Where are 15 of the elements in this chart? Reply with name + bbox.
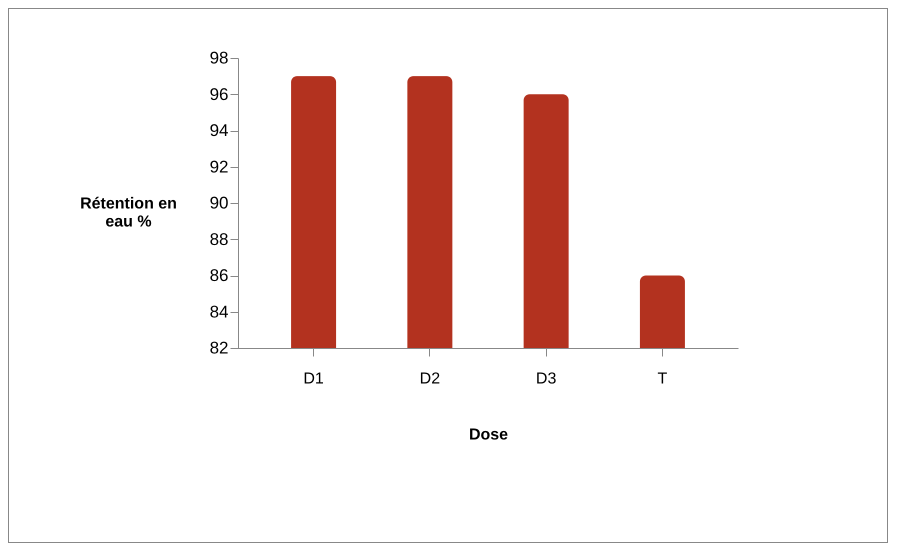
x-tick-label: D2	[420, 370, 440, 388]
x-tick-label: D1	[303, 370, 324, 388]
y-tick-label: 88	[210, 230, 228, 249]
y-tick-label: 98	[210, 48, 228, 68]
y-tick-label: 90	[210, 194, 228, 212]
y-tick-label: 94	[210, 121, 228, 140]
y-tick-label: 92	[210, 157, 228, 176]
x-tick-label: D3	[536, 370, 556, 388]
x-tick-label: T	[658, 370, 668, 388]
y-tick-label: 96	[210, 84, 228, 104]
y-axis-title: Rétention en eau %	[80, 196, 177, 230]
x-axis-title: Dose	[468, 426, 508, 444]
y-tick-label: 82	[210, 338, 228, 358]
y-tick-label: 86	[210, 266, 228, 285]
y-tick-label: 84	[210, 302, 228, 322]
